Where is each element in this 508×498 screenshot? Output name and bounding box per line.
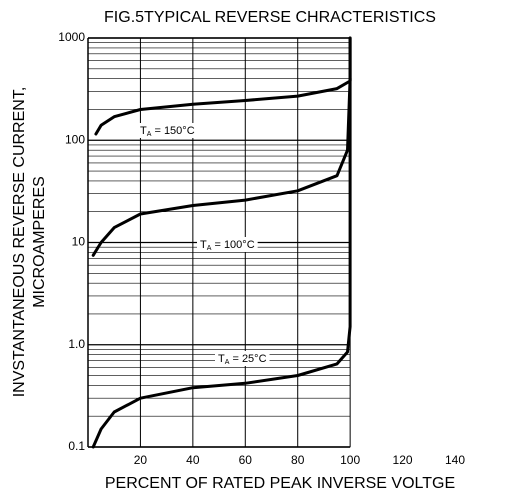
chart-title: FIG.5TYPICAL REVERSE CHRACTERISTICS	[104, 9, 436, 26]
y-tick-label: 100	[65, 132, 85, 146]
x-tick-label: 100	[340, 453, 360, 467]
label-sub: A	[225, 359, 230, 366]
label-sub: A	[147, 131, 152, 138]
x-axis-label: PERCENT OF RATED PEAK INVERSE VOLTGE	[105, 475, 455, 492]
curve-label: TA = 150°C	[140, 125, 195, 138]
label-part: T	[218, 353, 225, 365]
label-part: T	[200, 239, 207, 251]
label-background	[215, 351, 270, 366]
y-tick-label: 1.0	[68, 337, 85, 351]
label-part: T	[140, 125, 147, 137]
x-tick-label: 20	[134, 453, 148, 467]
y-tick-label: 0.1	[68, 439, 85, 453]
x-tick-label: 140	[445, 453, 465, 467]
label-sub: A	[207, 245, 212, 252]
y-tick-label: 1000	[58, 30, 85, 44]
x-tick-label: 60	[239, 453, 253, 467]
label-part: = 150°C	[151, 125, 194, 137]
curve-label: TA = 25°C	[218, 353, 267, 366]
y-axis-label: INVSTANTANEOUS REVERSE CURRENT,	[11, 87, 28, 398]
label-part: = 100°C	[211, 239, 254, 251]
curve	[91, 36, 352, 449]
y-axis-label: MICROAMPERES	[31, 176, 48, 308]
label-background	[137, 123, 198, 138]
curve-label: TA = 100°C	[200, 239, 255, 252]
curve	[94, 36, 352, 136]
y-tick-label: 10	[72, 235, 86, 249]
label-part: = 25°C	[229, 353, 266, 365]
curve	[91, 77, 352, 257]
x-tick-label: 120	[393, 453, 413, 467]
label-background	[197, 237, 258, 252]
x-tick-label: 40	[186, 453, 200, 467]
x-tick-label: 80	[291, 453, 305, 467]
